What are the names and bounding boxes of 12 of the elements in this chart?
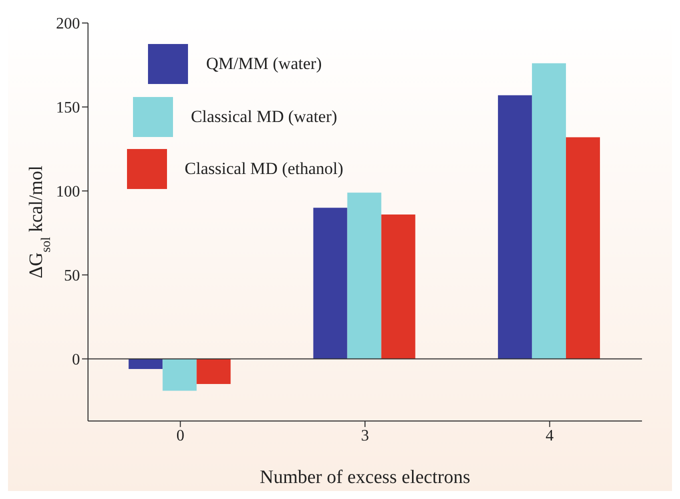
y-tick-label: 50 (64, 268, 80, 285)
legend-label: Classical MD (ethanol) (184, 158, 344, 178)
legend-label: Classical MD (water) (190, 106, 338, 126)
x-tick-label: 4 (546, 427, 554, 444)
y-tick-label: 200 (56, 16, 80, 33)
x-axis-title: Number of excess electrons (260, 467, 470, 488)
legend-label: QM/MM (water) (206, 54, 322, 74)
y-tick-label: 0 (72, 352, 80, 369)
x-tick-label: 0 (176, 427, 184, 444)
y-tick-label: 150 (56, 100, 80, 117)
y-tick-label: 100 (56, 184, 80, 201)
x-tick-label: 3 (361, 427, 369, 444)
